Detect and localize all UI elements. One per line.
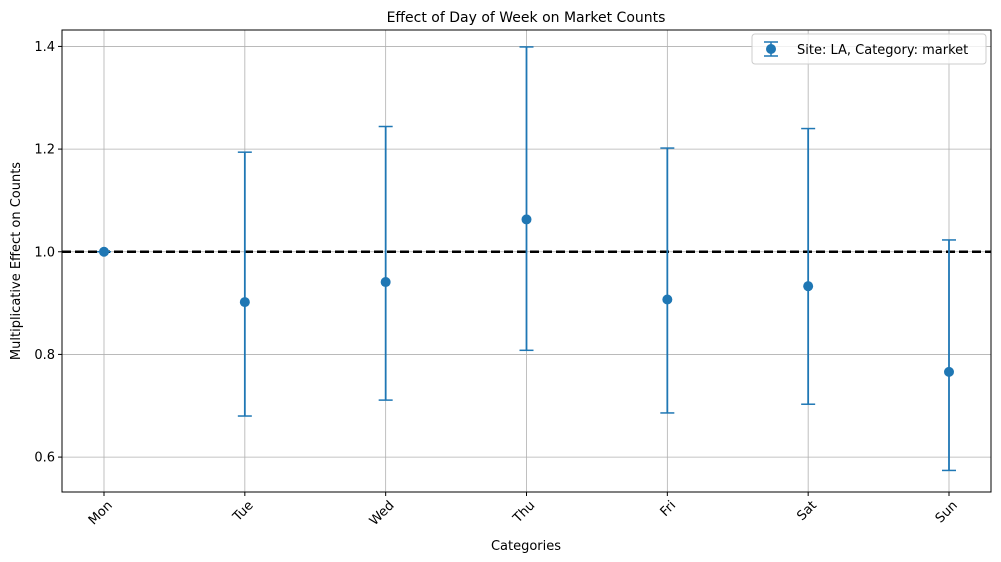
y-tick-label: 1.0 bbox=[34, 245, 55, 260]
x-tick-label: Wed bbox=[367, 498, 398, 529]
x-axis-label: Categories bbox=[491, 539, 561, 554]
data-point bbox=[944, 366, 954, 377]
legend-box bbox=[751, 33, 987, 65]
data-point bbox=[803, 281, 814, 292]
y-tick-label: 1.2 bbox=[34, 143, 55, 158]
data-point bbox=[662, 294, 673, 305]
x-tick-label: Tue bbox=[230, 498, 257, 525]
y-tick-label: 0.8 bbox=[34, 348, 55, 363]
y-axis-label: Multiplicative Effect on Counts bbox=[9, 162, 24, 360]
series-layer bbox=[97, 46, 956, 472]
x-tick-label: Sun bbox=[933, 498, 961, 526]
chart-title: Effect of Day of Week on Market Counts bbox=[387, 10, 666, 26]
x-tick-label: Thu bbox=[510, 498, 539, 527]
legend-marker bbox=[766, 44, 776, 54]
data-point bbox=[521, 214, 532, 225]
y-tick-label: 1.4 bbox=[34, 40, 55, 55]
legend: Site: LA, Category: market bbox=[751, 33, 987, 65]
data-point bbox=[380, 277, 391, 288]
data-point bbox=[239, 297, 250, 308]
data-point bbox=[99, 246, 109, 257]
x-tick-label: Fri bbox=[658, 498, 680, 520]
x-tick-label: Mon bbox=[86, 498, 116, 528]
y-tick-label: 0.6 bbox=[34, 451, 55, 466]
legend-entry-label: Site: LA, Category: market bbox=[797, 43, 968, 58]
x-tick-label: Sat bbox=[794, 498, 820, 524]
axes: Mon Tue Wed Thu Fri Sat Sun 0.6 0.8 1.0 1.2 1.4 bbox=[34, 40, 961, 529]
